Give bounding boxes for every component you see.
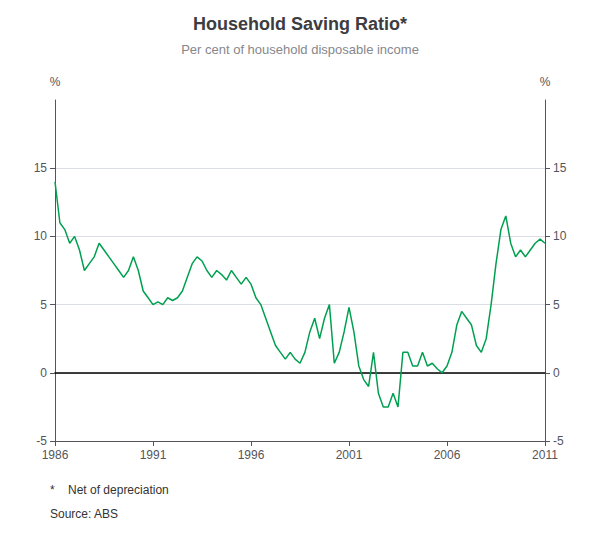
svg-text:5: 5: [553, 298, 560, 312]
svg-text:10: 10: [34, 229, 48, 243]
svg-text:-5: -5: [553, 434, 564, 448]
svg-text:15: 15: [553, 161, 567, 175]
svg-text:0: 0: [40, 366, 47, 380]
svg-text:2011: 2011: [532, 448, 558, 462]
svg-text:* Net of depreciation: * Net of depreciation: [50, 483, 169, 497]
svg-text:1996: 1996: [238, 448, 265, 462]
svg-text:-5: -5: [36, 434, 47, 448]
svg-text:%: %: [540, 75, 551, 89]
svg-text:2001: 2001: [336, 448, 363, 462]
svg-text:%: %: [50, 75, 61, 89]
svg-text:1986: 1986: [42, 448, 69, 462]
svg-text:10: 10: [553, 229, 567, 243]
svg-text:Household Saving Ratio*: Household Saving Ratio*: [193, 14, 407, 34]
svg-text:0: 0: [553, 366, 560, 380]
svg-text:5: 5: [40, 298, 47, 312]
svg-text:15: 15: [34, 161, 48, 175]
svg-text:1991: 1991: [140, 448, 167, 462]
svg-text:Source: ABS: Source: ABS: [50, 507, 118, 521]
svg-text:Per cent of household disposab: Per cent of household disposable income: [181, 42, 419, 57]
svg-text:2006: 2006: [434, 448, 461, 462]
